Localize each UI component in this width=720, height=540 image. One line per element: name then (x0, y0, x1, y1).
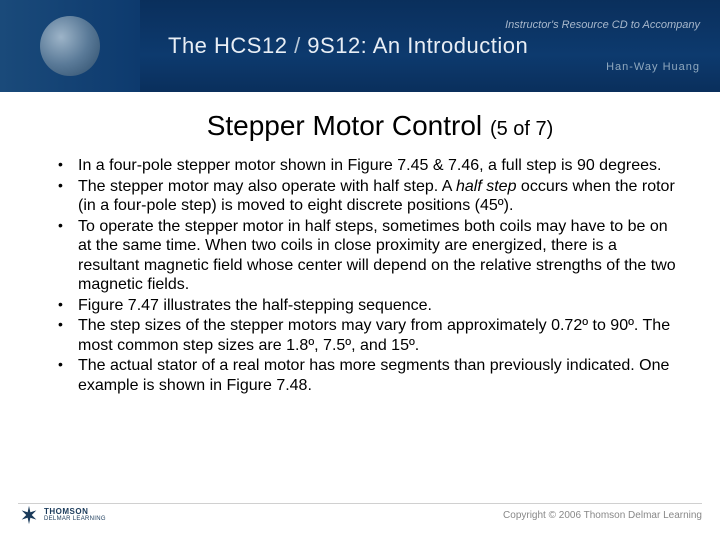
list-item: The actual stator of a real motor has mo… (58, 356, 680, 395)
page-indicator: (5 of 7) (490, 118, 553, 140)
slide-title: Stepper Motor Control (5 of 7) (40, 110, 680, 142)
title-text: Stepper Motor Control (207, 110, 482, 141)
title-part2: 9S12: (307, 33, 367, 58)
header-text-block: Instructor's Resource CD to Accompany Th… (140, 19, 720, 73)
list-item: The step sizes of the stepper motors may… (58, 316, 680, 355)
star-icon (18, 504, 40, 526)
publisher-logo: THOMSON DELMAR LEARNING (18, 504, 106, 526)
publisher-line1: THOMSON (44, 508, 106, 516)
header-tagline: Instructor's Resource CD to Accompany (168, 19, 720, 31)
bullet-list: In a four-pole stepper motor shown in Fi… (40, 156, 680, 395)
publisher-text: THOMSON DELMAR LEARNING (44, 508, 106, 522)
header-graphic (0, 0, 140, 92)
header-author: Han-Way Huang (168, 61, 720, 73)
bullet-text: The actual stator of a real motor has mo… (78, 357, 669, 394)
list-item: In a four-pole stepper motor shown in Fi… (58, 156, 680, 176)
slide-footer: THOMSON DELMAR LEARNING Copyright © 2006… (0, 496, 720, 540)
bullet-text: Figure 7.47 illustrates the half-steppin… (78, 297, 432, 314)
title-pre: The (168, 33, 214, 58)
bullet-text: The step sizes of the stepper motors may… (78, 317, 670, 354)
copyright-text: Copyright © 2006 Thomson Delmar Learning (503, 510, 702, 521)
list-item: To operate the stepper motor in half ste… (58, 217, 680, 295)
globe-icon (40, 16, 100, 76)
title-slash: / (287, 33, 307, 58)
title-part1: HCS12 (214, 33, 287, 58)
publisher-line2: DELMAR LEARNING (44, 516, 106, 522)
list-item: Figure 7.47 illustrates the half-steppin… (58, 296, 680, 316)
bullet-text: To operate the stepper motor in half ste… (78, 218, 676, 294)
bullet-text: In a four-pole stepper motor shown in Fi… (78, 157, 661, 174)
header-main-title: The HCS12 / 9S12: An Introduction (168, 33, 720, 59)
slide-header: Instructor's Resource CD to Accompany Th… (0, 0, 720, 92)
title-post: An Introduction (367, 33, 528, 58)
bullet-text: The stepper motor may also operate with … (78, 178, 675, 215)
list-item: The stepper motor may also operate with … (58, 177, 680, 216)
slide-content: Stepper Motor Control (5 of 7) In a four… (0, 92, 720, 395)
